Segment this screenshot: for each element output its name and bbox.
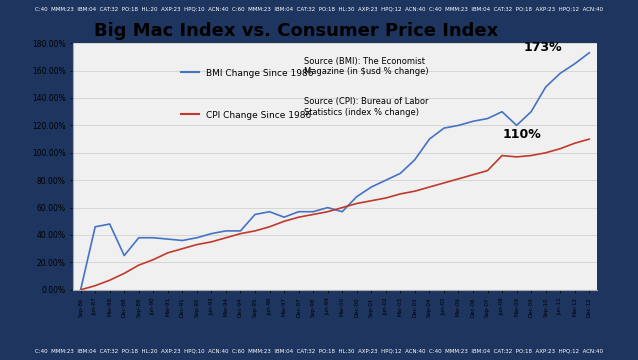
CPI Change Since 1986 bbox=[295, 215, 302, 219]
BMI Change Since 1986 bbox=[353, 194, 360, 199]
BMI Change Since 1986 bbox=[106, 222, 114, 226]
CPI Change Since 1986 bbox=[455, 177, 463, 181]
BMI Change Since 1986 bbox=[91, 225, 99, 229]
CPI Change Since 1986 bbox=[179, 247, 186, 251]
BMI Change Since 1986 bbox=[207, 231, 215, 236]
CPI Change Since 1986 bbox=[527, 153, 535, 158]
CPI Change Since 1986 bbox=[135, 263, 142, 267]
BMI Change Since 1986 bbox=[179, 238, 186, 243]
CPI Change Since 1986 bbox=[586, 137, 593, 141]
CPI Change Since 1986 bbox=[149, 257, 157, 262]
CPI Change Since 1986 bbox=[237, 231, 244, 236]
CPI Change Since 1986 bbox=[207, 240, 215, 244]
BMI Change Since 1986 bbox=[498, 109, 506, 114]
BMI Change Since 1986 bbox=[280, 215, 288, 219]
BMI Change Since 1986 bbox=[149, 235, 157, 240]
BMI Change Since 1986 bbox=[440, 126, 448, 130]
Text: C:40  MMM:23  IBM:04  CAT:32  PO:18  HL:20  AXP:23  HPQ:10  ACN:40  C:60  MMM:23: C:40 MMM:23 IBM:04 CAT:32 PO:18 HL:20 AX… bbox=[35, 6, 603, 11]
Line: CPI Change Since 1986: CPI Change Since 1986 bbox=[80, 139, 590, 290]
BMI Change Since 1986 bbox=[426, 137, 433, 141]
BMI Change Since 1986 bbox=[455, 123, 463, 127]
BMI Change Since 1986 bbox=[542, 85, 549, 89]
BMI Change Since 1986 bbox=[411, 157, 419, 162]
CPI Change Since 1986 bbox=[367, 199, 375, 203]
CPI Change Since 1986 bbox=[382, 196, 390, 200]
CPI Change Since 1986 bbox=[251, 229, 259, 233]
BMI Change Since 1986 bbox=[469, 119, 477, 123]
CPI Change Since 1986 bbox=[513, 155, 521, 159]
CPI Change Since 1986 bbox=[324, 210, 332, 214]
CPI Change Since 1986 bbox=[411, 189, 419, 193]
BMI Change Since 1986 bbox=[265, 210, 273, 214]
BMI Change Since 1986 bbox=[556, 71, 564, 76]
BMI Change Since 1986 bbox=[527, 109, 535, 114]
BMI Change Since 1986 bbox=[586, 51, 593, 55]
BMI Change Since 1986 bbox=[295, 210, 302, 214]
CPI Change Since 1986 bbox=[280, 219, 288, 224]
Text: Big Mac Index vs. Consumer Price Index: Big Mac Index vs. Consumer Price Index bbox=[94, 22, 498, 40]
BMI Change Since 1986 bbox=[382, 178, 390, 183]
BMI Change Since 1986 bbox=[164, 237, 172, 241]
Text: 173%: 173% bbox=[524, 41, 563, 54]
CPI Change Since 1986 bbox=[498, 153, 506, 158]
BMI Change Since 1986 bbox=[513, 123, 521, 127]
CPI Change Since 1986 bbox=[353, 201, 360, 206]
CPI Change Since 1986 bbox=[571, 141, 579, 145]
CPI Change Since 1986 bbox=[556, 147, 564, 151]
CPI Change Since 1986 bbox=[222, 235, 230, 240]
CPI Change Since 1986 bbox=[193, 242, 201, 247]
BMI Change Since 1986 bbox=[121, 253, 128, 258]
BMI Change Since 1986 bbox=[251, 212, 259, 217]
CPI Change Since 1986 bbox=[484, 168, 491, 173]
CPI Change Since 1986 bbox=[164, 251, 172, 255]
BMI Change Since 1986 bbox=[135, 235, 142, 240]
CPI Change Since 1986 bbox=[106, 278, 114, 282]
CPI Change Since 1986 bbox=[542, 150, 549, 155]
BMI Change Since 1986 bbox=[571, 62, 579, 66]
BMI Change Since 1986 bbox=[222, 229, 230, 233]
BMI Change Since 1986 bbox=[396, 171, 404, 176]
Legend: CPI Change Since 1986: CPI Change Since 1986 bbox=[177, 107, 315, 123]
Text: 110%: 110% bbox=[502, 128, 541, 141]
CPI Change Since 1986 bbox=[77, 288, 84, 292]
BMI Change Since 1986 bbox=[338, 210, 346, 214]
Text: Source (BMI): The Economist
Magazine (in $usd % change): Source (BMI): The Economist Magazine (in… bbox=[304, 57, 428, 76]
CPI Change Since 1986 bbox=[338, 206, 346, 210]
CPI Change Since 1986 bbox=[265, 225, 273, 229]
BMI Change Since 1986 bbox=[77, 288, 84, 292]
CPI Change Since 1986 bbox=[121, 271, 128, 275]
BMI Change Since 1986 bbox=[484, 116, 491, 121]
CPI Change Since 1986 bbox=[469, 172, 477, 177]
CPI Change Since 1986 bbox=[309, 212, 317, 217]
BMI Change Since 1986 bbox=[367, 185, 375, 189]
BMI Change Since 1986 bbox=[193, 235, 201, 240]
CPI Change Since 1986 bbox=[91, 284, 99, 288]
Text: C:40  MMM:23  IBM:04  CAT:32  PO:18  HL:20  AXP:23  HPQ:10  ACN:40  C:60  MMM:23: C:40 MMM:23 IBM:04 CAT:32 PO:18 HL:20 AX… bbox=[35, 349, 603, 354]
Text: Source (CPI): Bureau of Labor
Statistics (index % change): Source (CPI): Bureau of Labor Statistics… bbox=[304, 98, 428, 117]
CPI Change Since 1986 bbox=[440, 181, 448, 185]
Line: BMI Change Since 1986: BMI Change Since 1986 bbox=[80, 53, 590, 290]
BMI Change Since 1986 bbox=[324, 206, 332, 210]
CPI Change Since 1986 bbox=[426, 185, 433, 189]
CPI Change Since 1986 bbox=[396, 192, 404, 196]
BMI Change Since 1986 bbox=[237, 229, 244, 233]
BMI Change Since 1986 bbox=[309, 210, 317, 214]
